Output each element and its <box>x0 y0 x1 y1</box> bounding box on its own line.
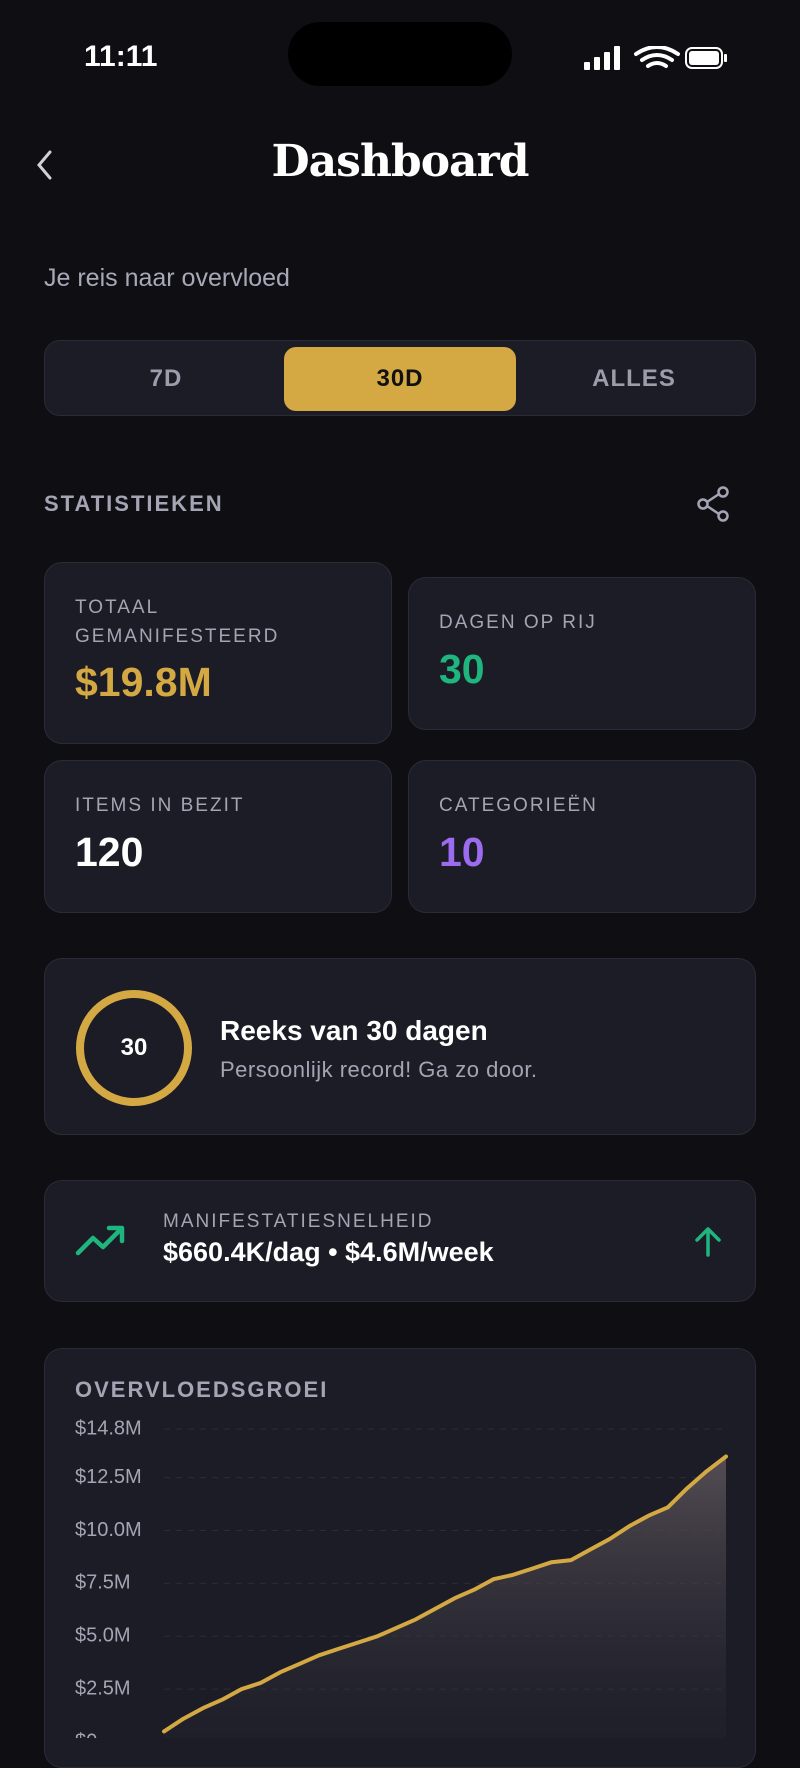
streak-days: 30 <box>120 1034 148 1061</box>
y-tick-label: $5.0M <box>75 1625 131 1647</box>
streak-text: Persoonlijk record! Ga zo door. <box>220 1057 538 1082</box>
stat-value: 10 <box>439 829 485 875</box>
trend-icon <box>75 1225 125 1256</box>
stat-value: $19.8M <box>75 659 212 705</box>
y-tick-label: $0 <box>75 1730 97 1738</box>
y-tick-label: $10.0M <box>75 1519 142 1541</box>
status-time: 11:11 <box>84 40 158 73</box>
stat-label: DAGEN OP RIJ <box>439 612 597 633</box>
tab[interactable]: 30D <box>284 347 516 411</box>
stat-card: ITEMS IN BEZIT 120 <box>44 760 392 913</box>
y-tick-label: $7.5M <box>75 1572 131 1594</box>
section-title: STATISTIEKEN <box>44 491 224 516</box>
tab[interactable]: ALLES <box>592 365 676 392</box>
stat-label: TOTAAL GEMANIFESTEERD <box>75 597 280 647</box>
stat-label: ITEMS IN BEZIT <box>75 795 245 816</box>
dynamic-island <box>288 22 512 86</box>
streak-ring <box>76 990 192 1106</box>
chart: $0 $2.5M $5.0M $7.5M $10.0M $12.5M $14.8M <box>75 1417 728 1738</box>
stat-value: 30 <box>439 646 485 692</box>
stat-card: TOTAAL GEMANIFESTEERD $19.8M <box>44 562 392 744</box>
tab[interactable]: 7D <box>149 365 183 392</box>
up-arrow <box>695 1227 721 1257</box>
area-line <box>162 1454 728 1734</box>
area-fill <box>164 1456 726 1738</box>
range-tabs: 7D 30D ALLES <box>44 340 756 416</box>
y-tick-label: $12.5M <box>75 1466 142 1488</box>
page-title: Dashboard <box>271 136 530 187</box>
velocity-text: $660.4K/dag • $4.6M/week <box>163 1237 494 1267</box>
subtitle: Je reis naar overvloed <box>44 264 290 292</box>
stat-value: 120 <box>75 829 144 875</box>
streak-card: 30 Reeks van 30 dagen Persoonlijk record… <box>44 958 756 1135</box>
stat-label: CATEGORIEËN <box>439 795 598 816</box>
y-tick-label: $14.8M <box>75 1417 142 1439</box>
velocity-label: MANIFESTATIESNELHEID <box>163 1211 434 1232</box>
back-button[interactable] <box>32 148 56 182</box>
stat-card: DAGEN OP RIJ 30 <box>408 577 756 730</box>
share-button[interactable] <box>696 486 730 522</box>
stat-card: CATEGORIEËN 10 <box>408 760 756 913</box>
chart-title: OVERVLOEDSGROEI <box>75 1377 329 1402</box>
velocity-card: MANIFESTATIESNELHEID $660.4K/dag • $4.6M… <box>44 1180 756 1302</box>
streak-title: Reeks van 30 dagen <box>220 1015 488 1046</box>
y-tick-label: $2.5M <box>75 1677 131 1699</box>
status-icons <box>584 46 727 70</box>
